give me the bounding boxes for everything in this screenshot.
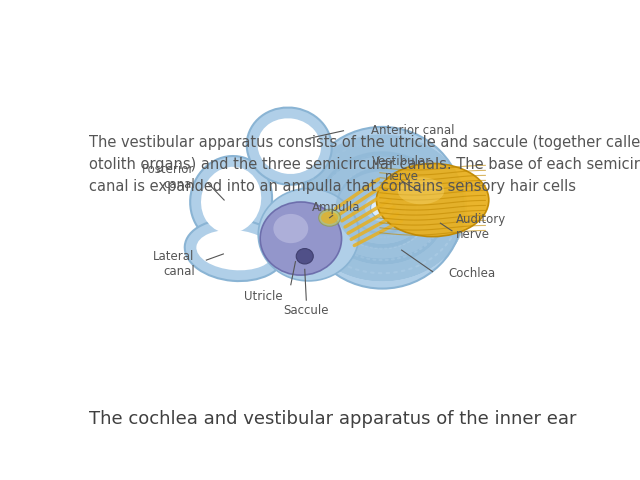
Text: The vestibular apparatus consists of the utricle and saccule (together called th: The vestibular apparatus consists of the… [90, 134, 640, 194]
Ellipse shape [196, 230, 274, 270]
Text: Anterior canal: Anterior canal [371, 124, 454, 137]
Text: Cochlea: Cochlea [448, 267, 495, 280]
Ellipse shape [376, 164, 489, 237]
Ellipse shape [319, 209, 340, 226]
Ellipse shape [190, 156, 272, 244]
Ellipse shape [301, 127, 463, 288]
Ellipse shape [247, 108, 332, 185]
Text: The cochlea and vestibular apparatus of the inner ear: The cochlea and vestibular apparatus of … [90, 410, 577, 428]
Ellipse shape [273, 214, 308, 243]
Text: Utricle: Utricle [244, 290, 283, 303]
Ellipse shape [260, 202, 342, 275]
Ellipse shape [185, 219, 285, 281]
Text: Auditory
nerve: Auditory nerve [456, 213, 506, 241]
Text: Lateral
canal: Lateral canal [154, 250, 195, 278]
Ellipse shape [397, 177, 444, 204]
Text: Ampulla: Ampulla [312, 201, 360, 214]
Ellipse shape [259, 189, 359, 281]
Ellipse shape [296, 249, 313, 264]
Text: Saccule: Saccule [284, 304, 329, 317]
Ellipse shape [371, 197, 394, 218]
Ellipse shape [321, 212, 338, 224]
Text: Posterior
canal: Posterior canal [142, 163, 195, 191]
Ellipse shape [201, 167, 261, 233]
Text: Vestibular
nerve: Vestibular nerve [372, 155, 431, 183]
Ellipse shape [257, 118, 321, 174]
